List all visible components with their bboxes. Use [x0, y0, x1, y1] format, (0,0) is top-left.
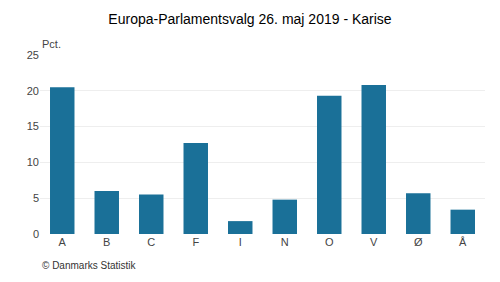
- svg-text:I: I: [239, 236, 242, 248]
- svg-text:F: F: [192, 236, 199, 248]
- svg-text:0: 0: [33, 228, 39, 240]
- svg-text:Å: Å: [459, 236, 467, 248]
- svg-text:Europa-Parlamentsvalg 26. maj: Europa-Parlamentsvalg 26. maj 2019 - Kar…: [108, 11, 391, 27]
- svg-text:10: 10: [27, 156, 39, 168]
- svg-text:A: A: [59, 236, 67, 248]
- svg-text:Pct.: Pct.: [42, 38, 61, 50]
- svg-text:V: V: [370, 236, 378, 248]
- svg-text:N: N: [281, 236, 289, 248]
- svg-text:20: 20: [27, 85, 39, 97]
- svg-text:C: C: [147, 236, 155, 248]
- svg-text:25: 25: [27, 49, 39, 61]
- svg-text:5: 5: [33, 192, 39, 204]
- svg-text:B: B: [103, 236, 110, 248]
- svg-text:© Danmarks Statistik: © Danmarks Statistik: [42, 260, 137, 271]
- svg-text:15: 15: [27, 120, 39, 132]
- svg-text:Ø: Ø: [414, 236, 423, 248]
- svg-text:O: O: [325, 236, 334, 248]
